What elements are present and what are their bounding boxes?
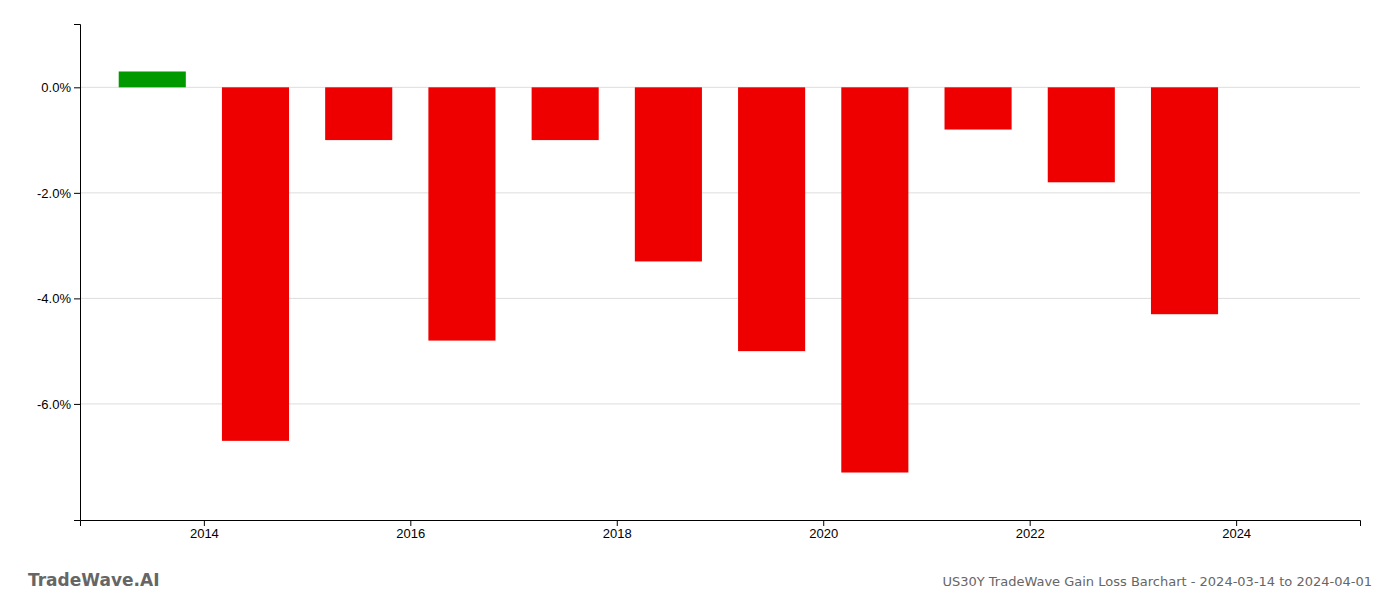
y-tick: -6.0% [37, 397, 80, 412]
bar [1151, 87, 1218, 314]
x-tick-label: 2014 [190, 526, 219, 541]
title: US30Y TradeWave Gain Loss Barchart - 202… [942, 574, 1372, 589]
bar [1048, 87, 1115, 182]
y-tick: 0.0% [41, 80, 80, 95]
y-tick-label: -6.0% [37, 397, 71, 412]
bar [635, 87, 702, 261]
x-tick-label: 2022 [1016, 526, 1045, 541]
y-axis: 0.0% -2.0% -4.0% -6.0% [37, 25, 80, 521]
y-tick: -4.0% [37, 291, 80, 306]
x-tick-label: 2024 [1222, 526, 1251, 541]
x-tick-label: 2020 [809, 526, 838, 541]
x-tick: 2024 [1222, 520, 1251, 541]
x-tick-mark [1030, 520, 1031, 526]
x-tick-mark [617, 520, 618, 526]
x-tick: 2020 [809, 520, 838, 541]
y-tick-label: 0.0% [41, 80, 71, 95]
x-tick: 2016 [396, 520, 425, 541]
bar [119, 71, 186, 87]
chart-container: 2014 2016 2018 2020 2022 2024 0.0% -2.0% -4.0% -6… [0, 0, 1400, 600]
bar [222, 87, 289, 441]
y-tick-label: -4.0% [37, 291, 71, 306]
x-tick-mark [204, 520, 205, 526]
x-tick-mark [1236, 520, 1237, 526]
bar [841, 87, 908, 472]
y-tick-mark [74, 87, 80, 88]
x-tick-label: 2018 [603, 526, 632, 541]
x-axis-line [81, 521, 1361, 527]
x-tick: 2014 [190, 520, 219, 541]
bar [945, 87, 1012, 129]
bar [738, 87, 805, 351]
x-tick-label: 2016 [396, 526, 425, 541]
y-tick: -2.0% [37, 186, 80, 201]
bars [119, 71, 1218, 472]
chart-svg: 2014 2016 2018 2020 2022 2024 0.0% -2.0% -4.0% -6… [0, 0, 1400, 600]
x-tick-mark [410, 520, 411, 526]
bar [532, 87, 599, 140]
y-tick-mark [74, 404, 80, 405]
bar [325, 87, 392, 140]
x-tick: 2022 [1016, 520, 1045, 541]
x-tick: 2018 [603, 520, 632, 541]
y-tick-mark [74, 193, 80, 194]
x-tick-mark [823, 520, 824, 526]
x-axis: 2014 2016 2018 2020 2022 2024 [81, 520, 1361, 541]
y-axis-line [74, 25, 81, 521]
bar [428, 87, 495, 340]
watermark: TradeWave.AI [28, 570, 159, 590]
y-tick-label: -2.0% [37, 186, 71, 201]
y-tick-mark [74, 298, 80, 299]
